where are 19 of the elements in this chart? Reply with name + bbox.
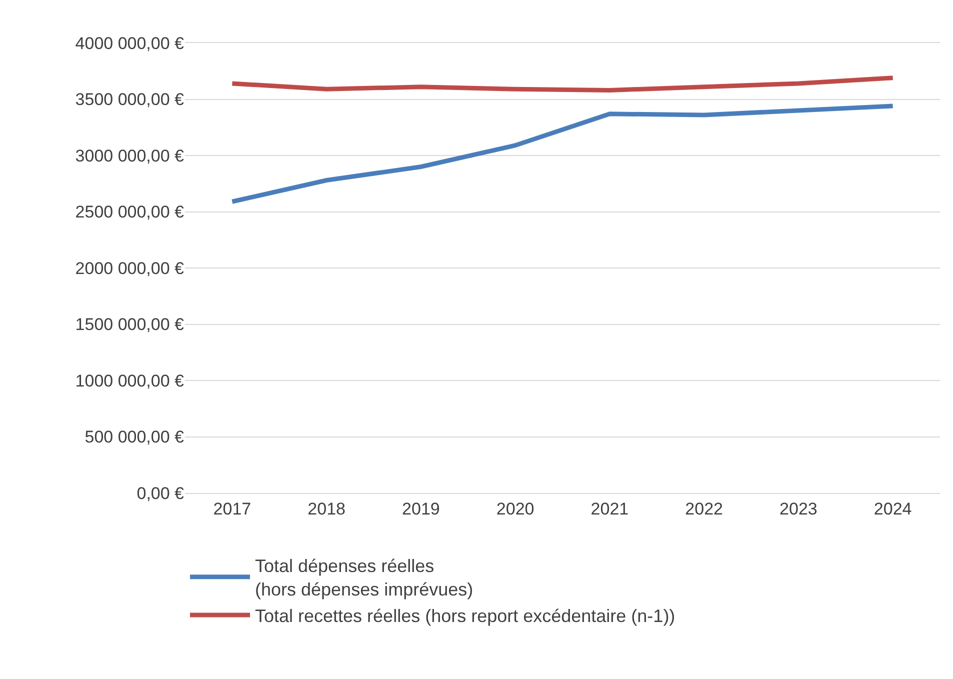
y-tick-label: 1000 000,00 € bbox=[75, 371, 185, 390]
x-tick-label: 2022 bbox=[685, 500, 723, 519]
y-tick-label: 0,00 € bbox=[136, 484, 185, 503]
y-tick-label: 2500 000,00 € bbox=[75, 202, 185, 222]
x-tick-label: 2023 bbox=[780, 500, 818, 519]
x-tick-label: 2018 bbox=[308, 500, 346, 519]
y-tick-label: 3500 000,00 € bbox=[75, 90, 185, 110]
y-tick-label: 1500 000,00 € bbox=[75, 315, 185, 334]
y-tick-label: 500 000,00 € bbox=[84, 428, 185, 447]
x-tick-label: 2024 bbox=[874, 500, 912, 519]
legend-label: Total dépenses réelles (hors dépenses imprévues) bbox=[255, 556, 474, 600]
y-tick-label: 3000 000,00 € bbox=[75, 146, 185, 166]
x-tick-label: 2017 bbox=[213, 500, 252, 519]
y-tick-label: 2000 000,00 € bbox=[75, 258, 185, 278]
x-tick-label: 2019 bbox=[402, 500, 440, 519]
legend-label: Total recettes réelles (hors report excédentaire (n-1)) bbox=[255, 606, 676, 626]
y-tick-label: 4000 000,00 € bbox=[75, 34, 185, 53]
x-tick-label: 2021 bbox=[590, 500, 629, 519]
x-tick-label: 2020 bbox=[496, 500, 534, 519]
